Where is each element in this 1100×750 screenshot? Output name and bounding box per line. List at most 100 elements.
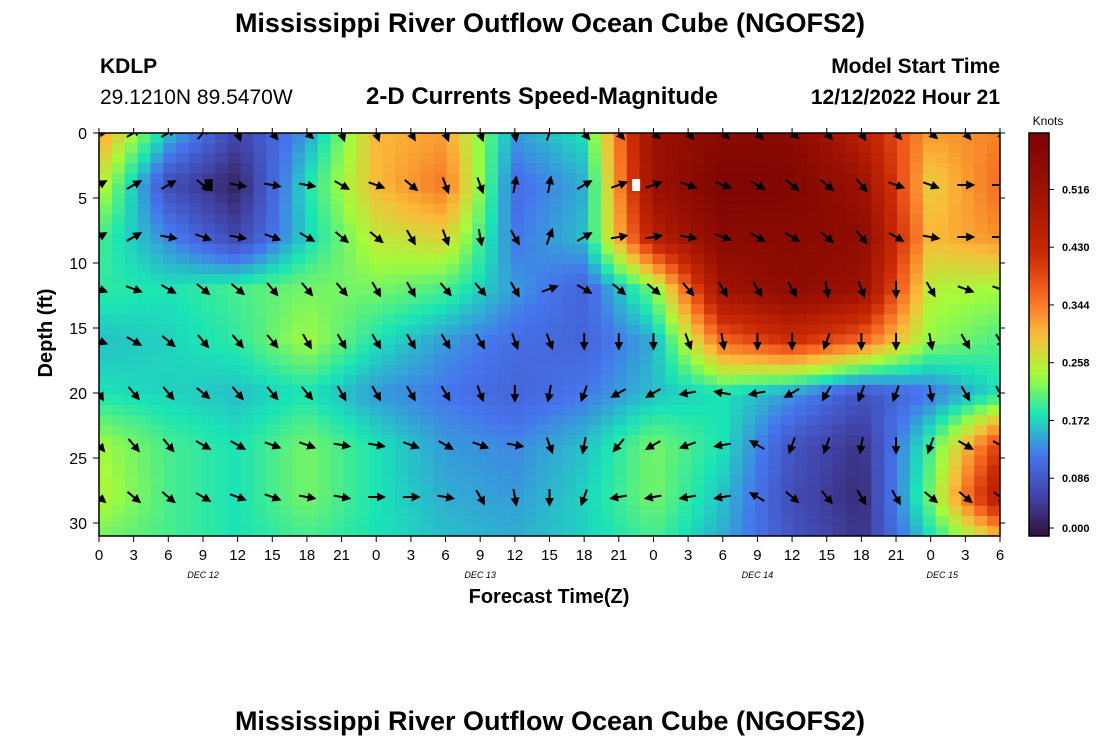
heat-cell	[987, 455, 1000, 467]
heat-cell	[806, 153, 821, 164]
heat-cell	[420, 425, 435, 436]
heat-cell	[472, 455, 486, 467]
heat-cell	[909, 294, 924, 305]
heat-cell	[111, 133, 126, 144]
heat-cell	[806, 294, 821, 305]
current-arrow	[298, 180, 317, 190]
heat-cell	[922, 233, 937, 245]
heat-cell	[523, 475, 538, 487]
x-tick-label: 18	[853, 547, 870, 564]
heat-cell	[987, 475, 1000, 487]
heat-cell	[575, 415, 589, 426]
current-arrow	[923, 491, 939, 504]
current-arrow	[819, 179, 835, 192]
heat-cell	[909, 455, 924, 467]
heat-cell	[446, 263, 460, 275]
current-arrow	[126, 232, 143, 242]
heat-cell	[382, 465, 396, 477]
heat-cell	[678, 505, 692, 517]
heat-cell	[948, 284, 962, 295]
heat-cell	[523, 465, 538, 477]
heat-cell	[317, 475, 332, 487]
heat-cell	[781, 485, 795, 497]
heat-cell	[935, 263, 950, 275]
heat-cell	[588, 394, 602, 406]
heat-cell	[781, 183, 795, 195]
current-arrow	[440, 333, 451, 350]
heat-cell	[613, 394, 628, 406]
x-tick-label: 0	[372, 547, 380, 564]
heat-cell	[292, 253, 306, 265]
heat-cell	[189, 253, 203, 265]
heat-cell	[382, 435, 396, 446]
heat-cell	[369, 505, 383, 517]
heat-cell	[755, 455, 769, 467]
heat-cell	[137, 163, 152, 174]
heat-cell	[742, 455, 757, 467]
current-arrow	[995, 385, 1000, 402]
heat-cell	[330, 243, 345, 255]
heat-cell	[317, 445, 332, 456]
heat-cell	[755, 334, 769, 346]
heat-cell	[935, 253, 950, 265]
heat-cell	[330, 455, 345, 467]
heat-cell	[884, 143, 898, 154]
current-arrow	[509, 229, 520, 246]
heat-cell	[768, 455, 782, 467]
heat-cell	[729, 284, 744, 295]
current-arrow	[856, 436, 866, 455]
heat-cell	[794, 515, 808, 527]
heat-cell	[729, 525, 744, 536]
heat-cell	[575, 153, 589, 164]
heat-cell	[510, 384, 525, 396]
heat-cell	[691, 455, 705, 467]
heat-cell	[420, 173, 435, 184]
heat-cell	[562, 525, 576, 536]
current-arrow	[576, 180, 593, 190]
heat-cell	[99, 183, 113, 195]
heat-cell	[407, 384, 422, 396]
heat-cell	[433, 445, 448, 456]
heat-cell	[279, 304, 293, 315]
heat-cell	[279, 253, 293, 265]
current-arrow	[822, 333, 831, 351]
heat-cell	[909, 284, 924, 295]
heat-cell	[382, 284, 396, 295]
heat-cell	[407, 425, 422, 436]
heat-cell	[446, 223, 460, 235]
current-arrow	[579, 489, 589, 507]
heat-cell	[498, 344, 512, 356]
heat-cell	[691, 223, 705, 235]
heat-cell	[304, 304, 319, 315]
heat-cell	[485, 394, 499, 406]
heat-cell	[214, 485, 229, 497]
heat-cell	[974, 364, 988, 376]
heat-cell	[227, 143, 242, 154]
heat-cell	[459, 405, 473, 416]
heat-cell	[536, 304, 551, 315]
heat-cell	[742, 243, 757, 255]
heat-cell	[292, 284, 306, 295]
heat-cell	[781, 465, 795, 477]
heat-cell	[510, 495, 525, 507]
heat-cell	[111, 193, 126, 205]
heat-cell	[794, 505, 808, 517]
heat-cell	[485, 405, 499, 416]
heat-cell	[716, 505, 731, 517]
heat-cell	[974, 354, 988, 366]
heat-cell	[111, 173, 126, 184]
heat-cell	[227, 304, 242, 315]
heat-cell	[987, 495, 1000, 507]
heat-cell	[678, 153, 692, 164]
y-tick-label: 10	[69, 256, 87, 273]
heat-cell	[472, 253, 486, 265]
heat-cell	[781, 153, 795, 164]
heat-cell	[510, 364, 525, 376]
heat-cell	[446, 485, 460, 497]
heat-cell	[871, 445, 885, 456]
heat-cell	[652, 495, 666, 507]
heat-cell	[459, 515, 473, 527]
heat-cell	[613, 485, 628, 497]
heat-cell	[691, 384, 705, 396]
heat-cell	[691, 173, 705, 184]
